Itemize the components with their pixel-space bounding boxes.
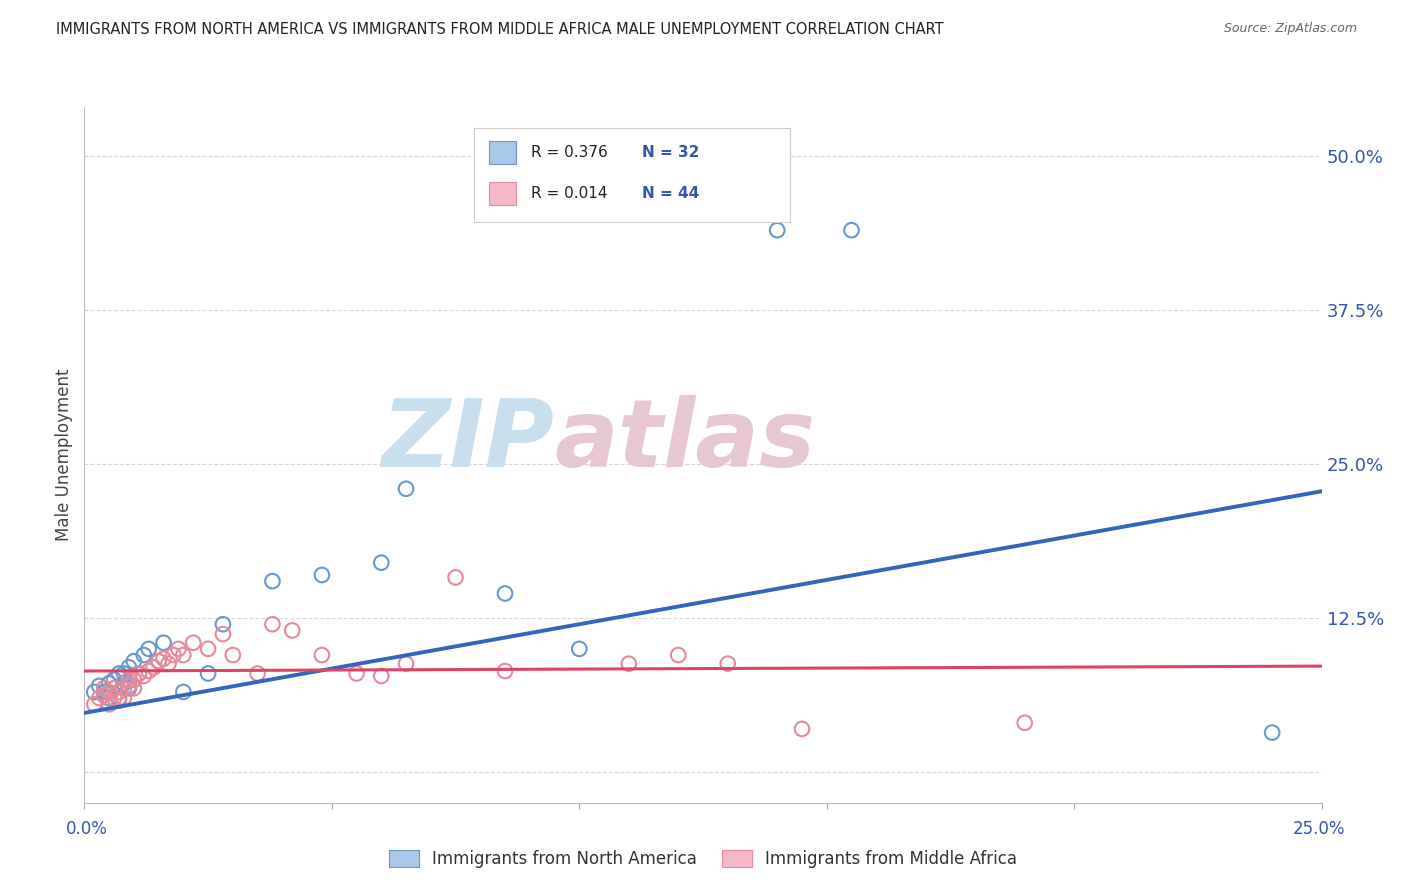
Point	[122, 681, 145, 696]
Point	[83, 685, 105, 699]
Point	[197, 641, 219, 656]
Point	[93, 685, 115, 699]
Point	[142, 660, 165, 674]
Point	[122, 673, 145, 687]
Point	[617, 657, 640, 671]
Point	[212, 617, 235, 632]
Point	[103, 681, 125, 696]
Point	[89, 691, 111, 706]
Text: atlas: atlas	[554, 395, 815, 487]
Point	[395, 482, 418, 496]
Point	[112, 681, 135, 696]
Point	[494, 586, 516, 600]
Point	[118, 673, 141, 687]
Point	[162, 648, 184, 662]
Point	[1014, 715, 1036, 730]
Point	[89, 679, 111, 693]
Point	[172, 648, 194, 662]
Point	[108, 693, 131, 707]
Point	[118, 660, 141, 674]
Point	[118, 679, 141, 693]
Point	[138, 664, 160, 678]
Point	[370, 556, 392, 570]
Point	[172, 685, 194, 699]
Point	[167, 641, 190, 656]
Point	[181, 636, 204, 650]
Point	[311, 568, 333, 582]
Legend: Immigrants from North America, Immigrants from Middle Africa: Immigrants from North America, Immigrant…	[382, 843, 1024, 874]
Point	[93, 689, 115, 703]
Point	[128, 666, 150, 681]
Point	[395, 657, 418, 671]
Point	[93, 681, 115, 696]
Text: N = 44: N = 44	[643, 186, 700, 201]
Text: N = 32: N = 32	[643, 145, 700, 160]
Point	[262, 617, 284, 632]
Point	[666, 648, 689, 662]
Text: R = 0.014: R = 0.014	[531, 186, 607, 201]
Point	[112, 676, 135, 690]
Point	[1261, 725, 1284, 739]
Point	[118, 681, 141, 696]
Point	[494, 664, 516, 678]
Point	[108, 691, 131, 706]
Point	[152, 636, 174, 650]
Point	[148, 654, 170, 668]
Text: R = 0.376: R = 0.376	[531, 145, 607, 160]
Text: Source: ZipAtlas.com: Source: ZipAtlas.com	[1223, 22, 1357, 36]
Point	[98, 698, 121, 712]
Point	[148, 654, 170, 668]
Point	[568, 641, 591, 656]
Point	[222, 648, 245, 662]
Point	[98, 676, 121, 690]
FancyBboxPatch shape	[474, 128, 790, 222]
Point	[112, 691, 135, 706]
Point	[346, 666, 368, 681]
Point	[444, 570, 467, 584]
FancyBboxPatch shape	[489, 141, 516, 163]
Text: IMMIGRANTS FROM NORTH AMERICA VS IMMIGRANTS FROM MIDDLE AFRICA MALE UNEMPLOYMENT: IMMIGRANTS FROM NORTH AMERICA VS IMMIGRA…	[56, 22, 943, 37]
Point	[112, 666, 135, 681]
FancyBboxPatch shape	[489, 182, 516, 205]
Y-axis label: Male Unemployment: Male Unemployment	[55, 368, 73, 541]
Point	[138, 641, 160, 656]
Point	[246, 666, 269, 681]
Text: 0.0%: 0.0%	[66, 820, 108, 838]
Point	[122, 654, 145, 668]
Point	[152, 651, 174, 665]
Point	[83, 698, 105, 712]
Point	[790, 722, 813, 736]
Point	[262, 574, 284, 589]
Point	[108, 685, 131, 699]
Point	[108, 666, 131, 681]
Point	[157, 657, 180, 671]
Point	[98, 691, 121, 706]
Point	[311, 648, 333, 662]
Point	[370, 669, 392, 683]
Point	[103, 673, 125, 687]
Point	[122, 673, 145, 687]
Point	[103, 691, 125, 706]
Point	[132, 648, 155, 662]
Point	[103, 681, 125, 696]
Text: 25.0%: 25.0%	[1292, 820, 1346, 838]
Point	[197, 666, 219, 681]
Point	[98, 685, 121, 699]
Point	[281, 624, 304, 638]
Point	[128, 666, 150, 681]
Text: ZIP: ZIP	[381, 395, 554, 487]
Point	[212, 627, 235, 641]
Point	[766, 223, 789, 237]
Point	[132, 669, 155, 683]
Point	[841, 223, 863, 237]
Point	[717, 657, 740, 671]
